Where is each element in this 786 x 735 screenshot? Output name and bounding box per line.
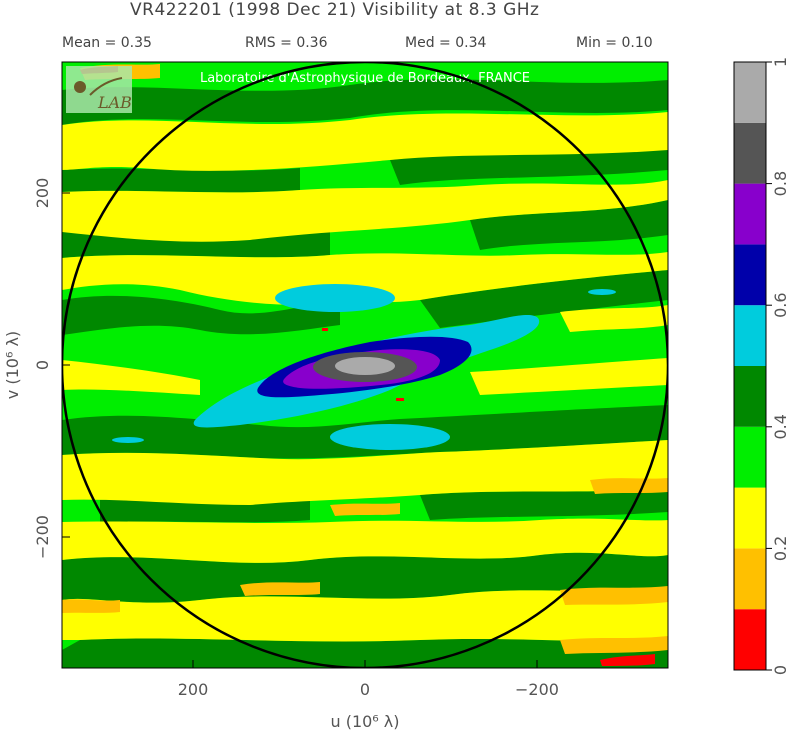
colorbar-tick-label: 0 (771, 665, 786, 675)
colorbar-level (734, 122, 766, 184)
y-tick-label: 0 (33, 360, 52, 370)
x-axis-title: u (10⁶ λ) (330, 712, 399, 731)
stat-med: Med = 0.34 (405, 35, 487, 51)
colorbar-tick-label: 0.2 (771, 536, 786, 561)
colorbar-tick-label: 0.6 (771, 292, 786, 317)
side-lobe-south (330, 424, 450, 450)
colorbar-frame (733, 61, 767, 671)
stat-rms: RMS = 0.36 (245, 35, 328, 51)
orange-patches (62, 64, 668, 654)
y-tick-label: −200 (33, 515, 52, 559)
lab-logo: LAB (66, 66, 132, 113)
logo-text: LAB (97, 93, 132, 112)
central-source (112, 284, 616, 450)
colorbar-level (734, 548, 766, 610)
colorbar: 0 0.2 0.4 0.6 0.8 1 (733, 57, 786, 675)
watermark: Laboratoire d'Astrophysique de Bordeaux,… (200, 71, 530, 86)
stat-mean: Mean = 0.35 (62, 35, 152, 51)
colorbar-level (734, 487, 766, 549)
x-tick-label: 0 (360, 680, 370, 699)
colorbar-level (734, 426, 766, 488)
colorbar-level (734, 183, 766, 245)
colorbar-level (734, 305, 766, 366)
colorbar-level (734, 244, 766, 306)
colorbar-level (734, 62, 766, 123)
colorbar-level (734, 609, 766, 670)
stat-min: Min = 0.10 (576, 35, 653, 51)
colorbar-tick-label: 0.8 (771, 171, 786, 196)
dark-green-bands (62, 79, 668, 668)
colorbar-tick-label: 0.4 (771, 414, 786, 439)
colorbar-tick-label: 1 (771, 57, 786, 67)
y-axis-title: v (10⁶ λ) (3, 331, 22, 399)
x-tick-label: 200 (178, 680, 209, 699)
chart-title: VR422201 (1998 Dec 21) Visibility at 8.3… (130, 0, 540, 20)
visibility-map: LAB Laboratoire d'Astrophysique de Borde… (62, 62, 668, 668)
y-tick-label: 200 (33, 178, 52, 209)
x-tick-label: −200 (515, 680, 559, 699)
colorbar-level (734, 366, 766, 427)
axis-ticks (62, 192, 538, 668)
side-lobe-north (275, 284, 395, 312)
